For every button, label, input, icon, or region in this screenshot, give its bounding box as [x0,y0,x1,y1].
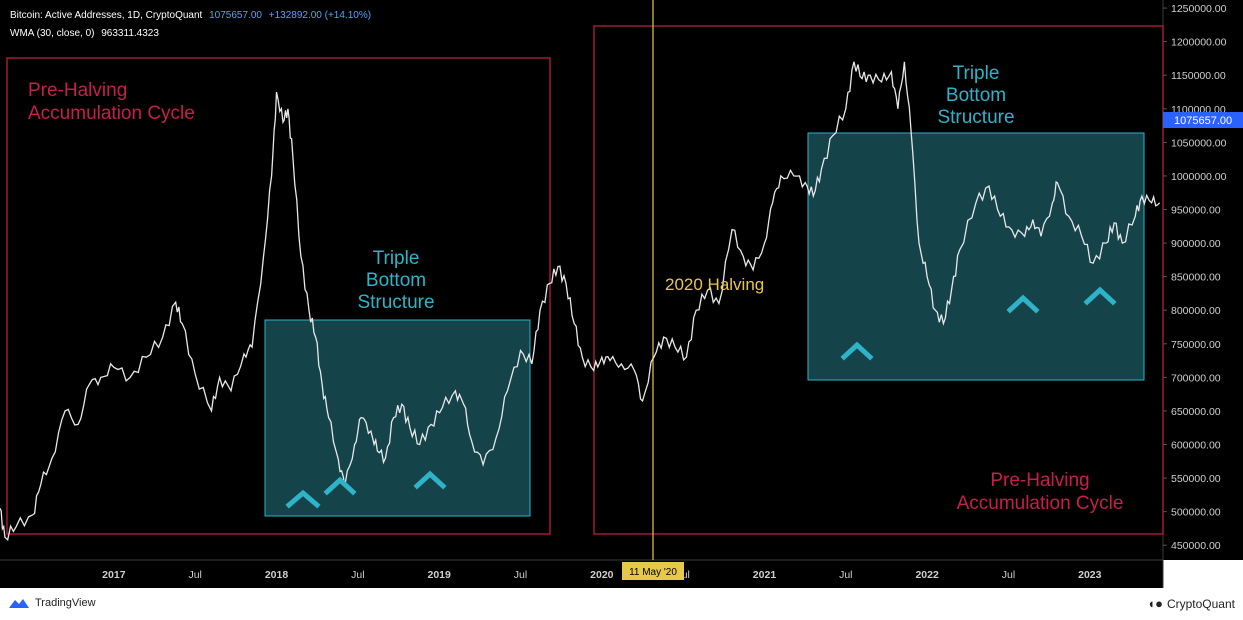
chevron-up-icon [1083,286,1117,306]
price-tag-bg [1163,112,1243,128]
series-layer [0,61,1161,542]
x-tick-label: 2023 [1078,569,1102,581]
x-tick-label: 2021 [753,569,777,581]
cryptoquant-logo[interactable]: ◖● CryptoQuant [1147,596,1235,611]
x-tick-label: Jul [839,569,852,581]
chevron-up-icon [413,470,447,490]
x-tick-label: Jul [514,569,527,581]
y-tick-label: 750000.00 [1171,339,1221,351]
red-label-right-line2: Accumulation Cycle [957,493,1124,514]
x-tick-label: 2019 [427,569,451,581]
triple-bottom-box-left [264,319,531,517]
triple-bottom-box-right [807,132,1145,381]
chevron-up-icon [1006,294,1040,314]
tradingview-logo[interactable]: TradingView [8,597,96,609]
y-tick-label: 1150000.00 [1171,70,1226,82]
header-change: +132892.00 (+14.10%) [269,10,371,21]
cyan-label-right-line1: Triple [953,63,1000,84]
y-axis-panel [1163,0,1243,560]
series-line [0,61,1161,542]
header-line1: Bitcoin: Active Addresses, 1D, CryptoQua… [10,10,371,21]
y-tick-label: 500000.00 [1171,507,1221,519]
x-tick-label: Jul [351,569,364,581]
cyan-label-right-line3: Structure [937,107,1014,128]
x-tick-label: 2020 [590,569,614,581]
chevron-up-icon [285,489,321,509]
y-tick-label: 650000.00 [1171,406,1221,418]
halving-date-tag: 11 May '20 [629,567,677,578]
pre-halving-box-left [6,57,551,535]
y-tick-label: 1000000.00 [1171,171,1227,183]
cyan-label-left-line3: Structure [357,292,434,313]
y-tick-label: 950000.00 [1171,204,1221,216]
x-tick-label: 2018 [265,569,289,581]
red-label-left-line2: Accumulation Cycle [28,103,195,124]
y-tick-label: 600000.00 [1171,440,1221,452]
cyan-label-left-line1: Triple [373,248,420,269]
pre-halving-box-right [593,25,1164,535]
header-wma-value: 963311.4323 [101,28,159,39]
halving-label: 2020 Halving [665,275,764,294]
halving-date-tag-bg [622,562,684,580]
chevron-up-icon [840,341,874,361]
header-title: Bitcoin: Active Addresses, 1D, CryptoQua… [10,10,203,21]
cryptoquant-brand: CryptoQuant [1166,596,1235,611]
cryptoquant-icon: ◖● [1147,596,1163,611]
y-tick-label: 550000.00 [1171,473,1221,485]
x-tick-label: Jul [1002,569,1015,581]
y-tick-label: 1200000.00 [1171,37,1227,49]
y-tick-label: 700000.00 [1171,372,1221,384]
header-wma-label: WMA (30, close, 0) [10,28,94,39]
y-tick-label: 800000.00 [1171,305,1221,317]
chevron-up-icon [323,476,357,496]
y-tick-label: 1250000.00 [1171,3,1227,15]
y-tick-label: 1050000.00 [1171,137,1227,149]
x-axis-panel [0,560,1163,588]
y-tick-label: 450000.00 [1171,540,1221,552]
x-tick-label: Jul [188,569,201,581]
x-tick-label: 2017 [102,569,126,581]
red-label-right-line1: Pre-Halving [990,470,1089,491]
red-label-left-line1: Pre-Halving [28,80,127,101]
header-last-value: 1075657.00 [209,10,262,21]
cyan-label-left-line2: Bottom [366,270,426,291]
price-tag: 1075657.00 [1174,115,1232,127]
tradingview-icon [9,599,29,608]
header-line2: WMA (30, close, 0) 963311.4323 [10,28,159,39]
y-tick-label: 900000.00 [1171,238,1221,250]
y-tick-label: 850000.00 [1171,272,1221,284]
cyan-label-right-line2: Bottom [946,85,1006,106]
y-ticks: 450000.00 500000.00 550000.00 600000.00 6500… [1163,3,1227,552]
x-tick-label: 2022 [915,569,939,581]
tradingview-brand: TradingView [35,597,96,609]
